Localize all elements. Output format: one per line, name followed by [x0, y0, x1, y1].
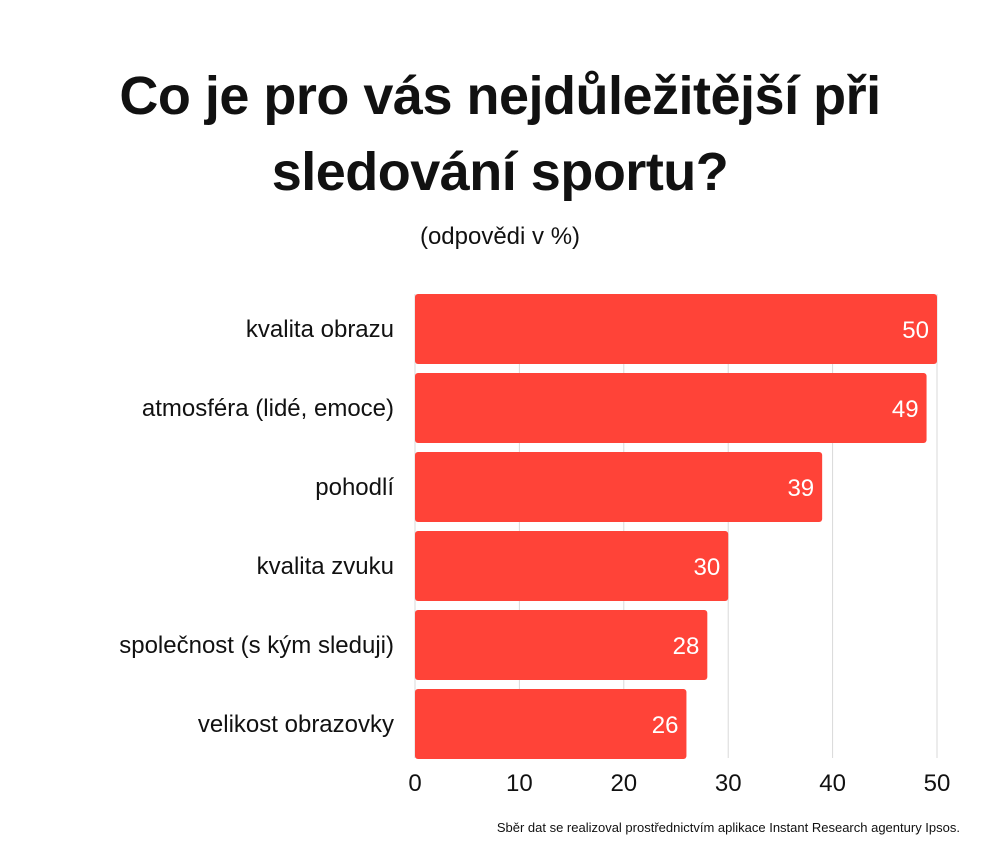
data-label: 30	[693, 554, 720, 581]
x-tick-label: 20	[610, 770, 637, 797]
bars: 50 49 39 30 28 26	[415, 294, 937, 759]
bar	[415, 531, 729, 601]
data-label: 49	[892, 396, 919, 423]
category-label: pohodlí	[315, 474, 394, 501]
data-label: 39	[787, 475, 814, 502]
x-tick-label: 10	[506, 770, 533, 797]
x-tick-label: 30	[715, 770, 742, 797]
category-label: kvalita obrazu	[246, 316, 394, 343]
x-tick-label: 0	[408, 770, 421, 797]
data-label: 28	[673, 633, 700, 660]
bar	[415, 610, 708, 680]
x-tick-label: 40	[819, 770, 846, 797]
bar	[415, 689, 687, 759]
category-label: kvalita zvuku	[257, 553, 394, 580]
chart-subtitle: (odpovědi v %)	[419, 223, 581, 250]
data-label: 50	[902, 317, 929, 344]
category-label: společnost (s kým sleduji)	[119, 632, 394, 659]
bar	[415, 294, 937, 364]
x-axis-ticks: 0 10 20 30 40 50	[408, 770, 950, 797]
category-label: velikost obrazovky	[198, 711, 394, 738]
bar	[415, 452, 823, 522]
category-label: atmosféra (lidé, emoce)	[142, 395, 394, 422]
source-footnote: Sběr dat se realizoval prostřednictvím a…	[496, 820, 960, 835]
category-labels: kvalita obrazu atmosféra (lidé, emoce) poh…	[119, 316, 394, 738]
grid-lines	[414, 294, 938, 758]
chart-title: Co je pro vás nejdůležitější při sledová…	[119, 66, 881, 202]
data-label: 26	[652, 712, 679, 739]
bar	[415, 373, 927, 443]
x-tick-label: 50	[924, 770, 951, 797]
